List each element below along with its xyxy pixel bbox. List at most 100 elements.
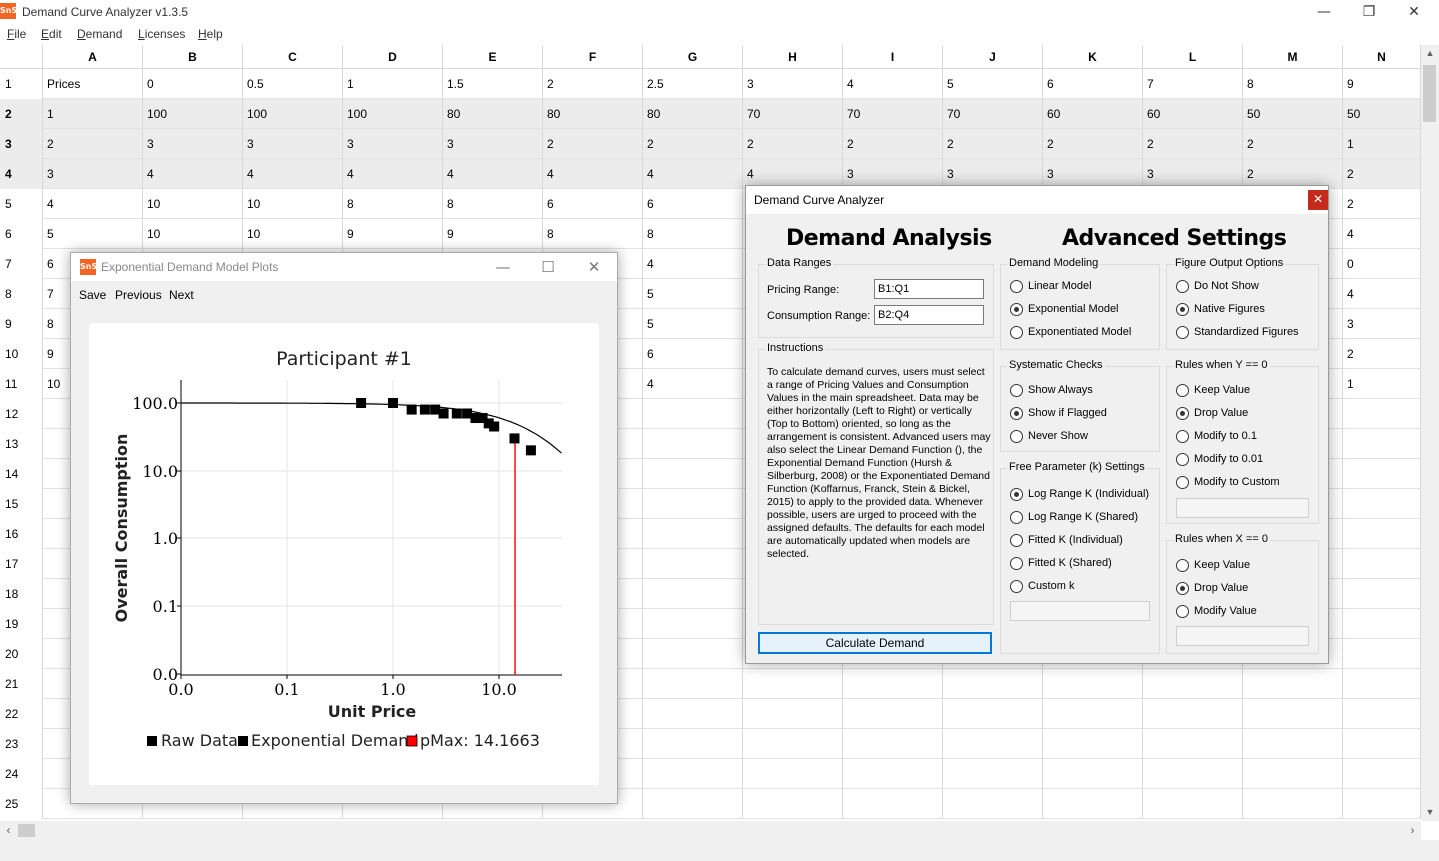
row-header[interactable]: 8 [0,279,43,309]
row-header[interactable]: 21 [0,669,43,699]
radio-button-icon[interactable] [1010,407,1023,420]
sheet-cell[interactable] [843,699,943,729]
menu-help[interactable]: Help [198,27,223,41]
radio-button-icon[interactable] [1176,605,1189,618]
sheet-cell[interactable]: 2 [943,129,1043,159]
sheet-cell[interactable]: 2 [1343,159,1421,189]
sheet-cell[interactable]: 70 [943,99,1043,129]
sheet-cell[interactable] [1343,729,1421,759]
menu-edit[interactable]: Edit [41,27,62,41]
sheet-cell[interactable] [643,609,743,639]
restore-button[interactable]: ❐ [1362,4,1376,20]
custom-k-input[interactable] [1010,601,1150,621]
sheet-cell[interactable]: 0 [1343,249,1421,279]
menu-file[interactable]: File [7,27,27,41]
dialog-title-bar[interactable]: Demand Curve Analyzer ✕ [746,186,1328,214]
sheet-cell[interactable]: Prices [43,69,143,99]
sheet-cell[interactable]: 3 [1343,309,1421,339]
row-header[interactable]: 25 [0,789,43,819]
sheet-cell[interactable]: 4 [343,159,443,189]
pricing-range-input[interactable]: B1:Q1 [874,279,984,299]
free-param-option[interactable]: Custom k [1010,579,1150,595]
sheet-cell[interactable]: 4 [43,189,143,219]
sheet-cell[interactable] [1343,789,1421,819]
sheet-cell[interactable] [843,789,943,819]
sheet-cell[interactable] [1343,669,1421,699]
sheet-cell[interactable] [1343,639,1421,669]
demand-modeling-option[interactable]: Exponential Model [1010,302,1150,318]
column-header[interactable]: I [843,45,943,69]
column-header[interactable]: D [343,45,443,69]
sheet-cell[interactable] [1043,699,1143,729]
plot-maximize-button[interactable]: ☐ [541,258,555,276]
row-header[interactable]: 3 [0,129,43,159]
radio-button-icon[interactable] [1010,534,1023,547]
sheet-cell[interactable] [1343,519,1421,549]
sheet-cell[interactable] [943,789,1043,819]
rules-y-option[interactable]: Modify to Custom [1176,475,1316,491]
column-header[interactable]: F [543,45,643,69]
sheet-cell[interactable]: 1 [1343,369,1421,399]
sheet-cell[interactable]: 2 [43,129,143,159]
sheet-cell[interactable]: 4 [1343,279,1421,309]
sheet-cell[interactable] [1143,759,1243,789]
sheet-cell[interactable]: 4 [643,369,743,399]
sheet-cell[interactable] [843,729,943,759]
sheet-cell[interactable] [643,519,743,549]
row-header[interactable]: 16 [0,519,43,549]
corner-header[interactable] [0,45,43,69]
sheet-cell[interactable] [1243,639,1343,669]
row-header[interactable]: 5 [0,189,43,219]
sheet-cell[interactable] [1343,759,1421,789]
sheet-cell[interactable]: 6 [543,189,643,219]
sheet-cell[interactable] [143,789,243,819]
rules-y-option[interactable]: Keep Value [1176,383,1316,399]
scroll-right-icon[interactable]: › [1410,823,1415,837]
column-header[interactable]: M [1243,45,1343,69]
row-header[interactable]: 7 [0,249,43,279]
sheet-cell[interactable] [943,759,1043,789]
sheet-cell[interactable]: 3 [243,129,343,159]
sheet-cell[interactable]: 3 [43,159,143,189]
sheet-cell[interactable]: 0.5 [243,69,343,99]
rules-x-custom-input[interactable] [1176,626,1309,646]
hscroll-thumb[interactable] [18,824,35,837]
sheet-cell[interactable]: 9 [1343,69,1421,99]
radio-button-icon[interactable] [1010,580,1023,593]
sheet-cell[interactable] [1343,549,1421,579]
sheet-cell[interactable] [643,549,743,579]
horizontal-scrollbar[interactable]: ‹ › [0,821,1421,840]
sheet-cell[interactable] [1143,729,1243,759]
rules-y-option[interactable]: Drop Value [1176,406,1316,422]
radio-button-icon[interactable] [1176,559,1189,572]
sheet-cell[interactable] [643,489,743,519]
demand-analyzer-dialog[interactable]: Demand Curve Analyzer ✕ Demand Analysis … [745,185,1329,664]
sheet-cell[interactable]: 4 [543,159,643,189]
column-header[interactable]: K [1043,45,1143,69]
demand-modeling-option[interactable]: Exponentiated Model [1010,325,1150,341]
sheet-cell[interactable]: 1.5 [443,69,543,99]
rules-y-custom-input[interactable] [1176,498,1309,518]
sheet-cell[interactable] [1143,699,1243,729]
column-header[interactable]: H [743,45,843,69]
sheet-cell[interactable]: 50 [1243,99,1343,129]
row-header[interactable]: 6 [0,219,43,249]
row-header[interactable]: 12 [0,399,43,429]
sheet-cell[interactable] [1043,669,1143,699]
sheet-cell[interactable]: 8 [543,219,643,249]
sheet-cell[interactable] [1243,699,1343,729]
sheet-cell[interactable]: 5 [943,69,1043,99]
plot-next-menu[interactable]: Next [169,288,194,302]
sheet-cell[interactable]: 4 [643,249,743,279]
sheet-cell[interactable]: 4 [143,159,243,189]
sheet-cell[interactable]: 50 [1343,99,1421,129]
sheet-cell[interactable]: 1 [1343,129,1421,159]
sheet-cell[interactable] [1343,399,1421,429]
sheet-cell[interactable] [1343,579,1421,609]
sheet-cell[interactable]: 10 [243,219,343,249]
menu-demand[interactable]: Demand [77,27,123,41]
rules-x-option[interactable]: Modify Value [1176,604,1316,620]
sheet-cell[interactable]: 4 [243,159,343,189]
column-header[interactable]: B [143,45,243,69]
sheet-cell[interactable]: 2 [1043,129,1143,159]
